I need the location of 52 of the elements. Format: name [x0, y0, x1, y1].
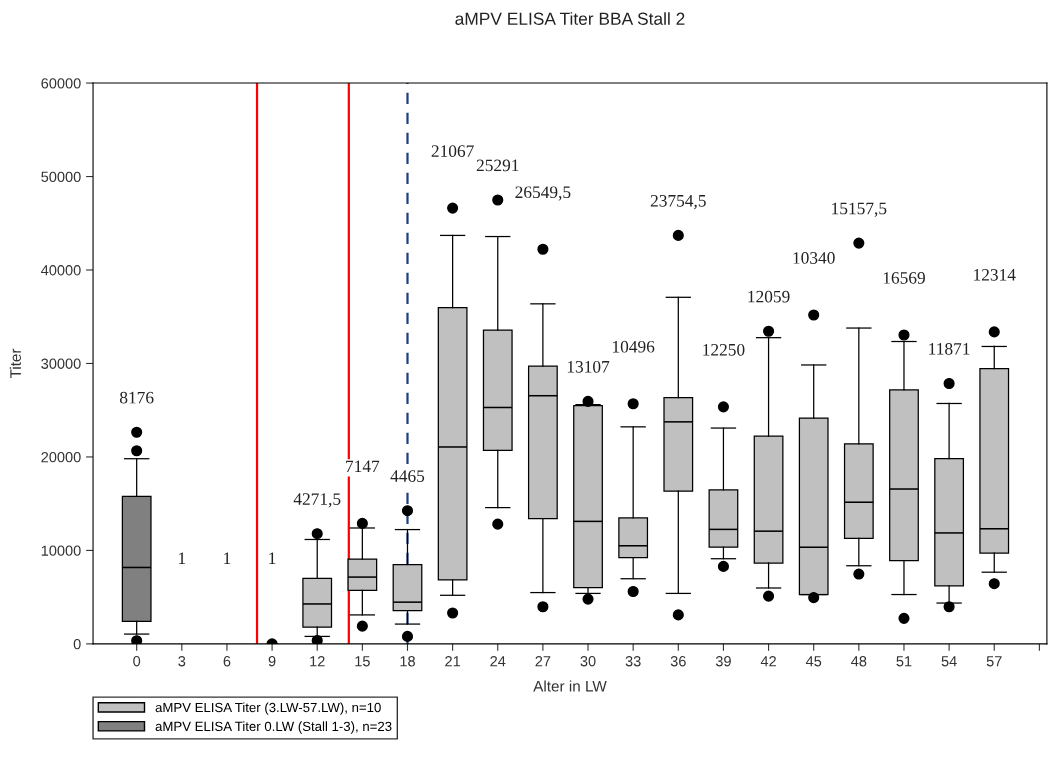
x-tick-label: 27: [535, 656, 551, 667]
x-tick-label: 3: [178, 656, 186, 667]
x-tick-label: 48: [851, 656, 867, 667]
text: 8176: [119, 391, 154, 404]
text: 12059: [748, 290, 790, 303]
x-tick-label: 12: [310, 656, 325, 667]
y-tick-label: 10000: [41, 545, 81, 556]
x-tick-label: 51: [896, 656, 912, 667]
annotation: 1: [179, 552, 186, 564]
text: 4465: [390, 470, 425, 482]
legend-label: aMPV ELISA Titer 0.LW (Stall 1-3), n=23: [155, 721, 392, 734]
text: 25291: [476, 159, 519, 172]
y-tick-label: 0: [73, 638, 81, 650]
text: 21067: [431, 145, 474, 157]
x-tick-label: 45: [805, 656, 822, 667]
text: 7147: [346, 460, 380, 473]
text: 23754,5: [650, 194, 706, 210]
x-tick-label: 6: [223, 656, 231, 667]
text: 12314: [974, 269, 1016, 281]
x-tick-label: 33: [625, 656, 641, 667]
x-tick-label: 21: [445, 656, 461, 667]
text: 16569: [883, 272, 925, 284]
y-tick-label: 60000: [41, 78, 81, 89]
x-tick-label: 39: [715, 656, 731, 667]
x-tick-label: 36: [670, 656, 686, 667]
chart-title: aMPV ELISA Titer BBA Stall 2: [455, 12, 685, 25]
text: 10340: [793, 252, 835, 264]
x-tick-label: 54: [941, 656, 957, 667]
text: 12250: [703, 343, 745, 356]
x-tick-label: 0: [133, 656, 141, 667]
y-tick-label: 30000: [41, 358, 81, 369]
text: 15157,5: [832, 202, 887, 217]
text: 13107: [567, 360, 610, 373]
y-axis-title: Titer: [9, 348, 22, 379]
text: 10496: [612, 340, 655, 353]
legend-label: aMPV ELISA Titer (3.LW-57.LW), n=10: [155, 702, 381, 715]
x-tick-label: 24: [490, 656, 506, 667]
x-tick-label: 9: [268, 656, 276, 667]
annotation: 1: [269, 552, 276, 564]
annotation: 1: [224, 552, 231, 564]
text: 4271,5: [293, 493, 341, 508]
x-tick-label: 30: [580, 656, 596, 667]
text: 11871: [929, 343, 970, 355]
y-tick-label: 50000: [41, 171, 81, 182]
x-tick-label: 42: [760, 656, 776, 667]
x-tick-label: 57: [986, 656, 1002, 667]
x-tick-label: 15: [355, 656, 370, 667]
text: 26549,5: [515, 186, 571, 201]
y-tick-label: 20000: [41, 452, 81, 463]
x-tick-label: 18: [400, 656, 415, 667]
y-tick-label: 40000: [41, 265, 81, 276]
x-axis-title: Alter in LW: [533, 680, 607, 692]
